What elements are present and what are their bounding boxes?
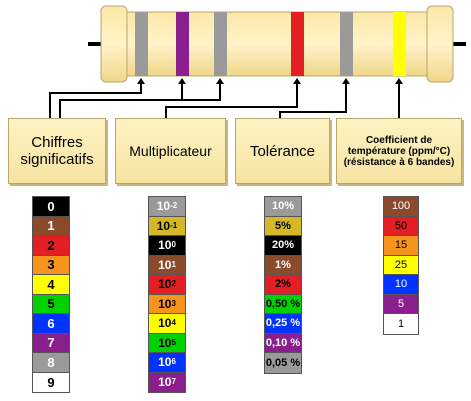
multiplier-base: 10 xyxy=(158,355,172,370)
digit-cell: 0 xyxy=(33,197,69,217)
multiplier-cell: 10 6 xyxy=(149,353,185,373)
resistor-cap-right xyxy=(426,5,454,83)
multiplier-base: 10 xyxy=(158,375,172,390)
tolerance-cell: 20% xyxy=(265,236,301,256)
resistor-cap-left xyxy=(100,5,128,83)
resistor-band-3 xyxy=(214,12,227,76)
resistor-band-5 xyxy=(340,12,353,76)
header-multiplier-label: Multiplicateur xyxy=(129,143,212,159)
tempco-column: 100 50 15 25 10 5 1 xyxy=(383,196,419,335)
tolerance-cell: 0,10 % xyxy=(265,333,301,353)
header-tempco: Coefficient de température (ppm/°C) (rés… xyxy=(336,118,462,184)
digit-cell: 7 xyxy=(33,333,69,353)
multiplier-cell: 10 3 xyxy=(149,294,185,314)
header-digits: Chiffres significatifs xyxy=(8,118,106,184)
multiplier-cell: 10 4 xyxy=(149,314,185,334)
tempco-cell: 25 xyxy=(384,255,418,275)
digit-cell: 2 xyxy=(33,236,69,256)
multiplier-cell: 10 -1 xyxy=(149,216,185,236)
multiplier-base: 10 xyxy=(158,316,172,331)
tempco-cell: 5 xyxy=(384,294,418,314)
multiplier-cell: 10 5 xyxy=(149,333,185,353)
multiplier-base: 10 xyxy=(158,257,172,272)
multiplier-base: 10 xyxy=(158,277,172,292)
multiplier-cell: 10 -2 xyxy=(149,197,185,217)
tempco-cell: 15 xyxy=(384,236,418,256)
resistor-body xyxy=(122,11,432,77)
digit-cell: 6 xyxy=(33,314,69,334)
tolerance-cell: 5% xyxy=(265,216,301,236)
multiplier-base: 10 xyxy=(158,296,172,311)
tolerance-cell: 2% xyxy=(265,275,301,295)
multiplier-base: 10 xyxy=(156,199,171,214)
header-digits-label: Chiffres significatifs xyxy=(20,134,94,168)
tempco-cell: 100 xyxy=(384,197,418,217)
resistor-band-2 xyxy=(176,12,189,76)
connector-digits-2 xyxy=(59,99,182,118)
multiplier-cell: 10 1 xyxy=(149,255,185,275)
multiplier-base: 10 xyxy=(158,335,172,350)
resistor-band-4 xyxy=(291,12,304,76)
tolerance-cell: 1% xyxy=(265,255,301,275)
multiplier-cell: 10 0 xyxy=(149,236,185,256)
digit-cell: 9 xyxy=(33,372,69,392)
resistor-band-1 xyxy=(135,12,148,76)
multiplier-cell: 10 7 xyxy=(149,372,185,392)
connector-digits-4 xyxy=(60,82,221,101)
multiplier-base: 10 xyxy=(158,238,172,253)
digit-cell: 8 xyxy=(33,353,69,373)
digit-cell: 4 xyxy=(33,275,69,295)
resistor-band-6 xyxy=(393,12,406,76)
multiplier-cell: 10 2 xyxy=(149,275,185,295)
tempco-cell: 10 xyxy=(384,275,418,295)
digit-cell: 3 xyxy=(33,255,69,275)
tempco-cell: 1 xyxy=(384,314,418,334)
tolerance-cell: 10% xyxy=(265,197,301,217)
multiplier-column: 10 -2 10 -1 10 0 10 1 10 2 10 3 10 4 10 5 10 6 10 7 xyxy=(148,196,186,393)
header-multiplier: Multiplicateur xyxy=(115,118,226,184)
tolerance-cell: 0,05 % xyxy=(265,353,301,373)
connector-digits-1 xyxy=(49,82,142,118)
digit-cell: 1 xyxy=(33,216,69,236)
header-tolerance-label: Tolérance xyxy=(249,142,316,160)
connector-multiplier xyxy=(165,82,298,118)
connector-tolerance xyxy=(279,82,347,118)
header-tolerance: Tolérance xyxy=(235,118,330,184)
tolerance-cell: 0,25 % xyxy=(265,314,301,334)
multiplier-base: 10 xyxy=(156,218,171,233)
tolerance-column: 10% 5% 20% 1% 2% 0,50 % 0,25 % 0,10 % 0,05 % xyxy=(264,196,302,374)
tempco-cell: 50 xyxy=(384,216,418,236)
digit-cell: 5 xyxy=(33,294,69,314)
tolerance-cell: 0,50 % xyxy=(265,294,301,314)
header-tempco-label: Coefficient de température (ppm/°C) (rés… xyxy=(343,134,455,168)
